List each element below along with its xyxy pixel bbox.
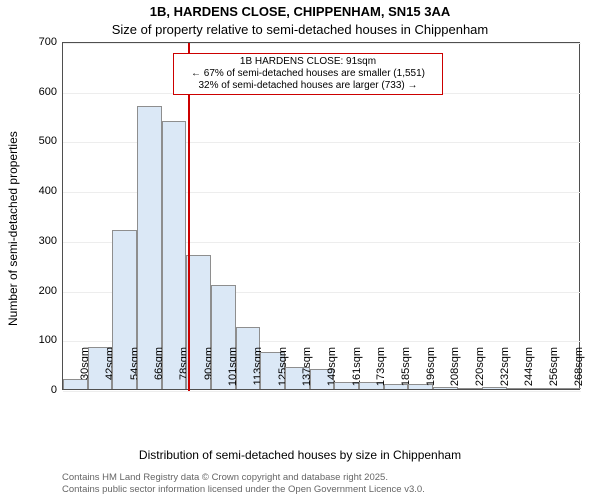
- y-axis-label: Number of semi-detached properties: [6, 131, 20, 326]
- y-tick-label: 500: [23, 135, 57, 147]
- chart-title: 1B, HARDENS CLOSE, CHIPPENHAM, SN15 3AA: [0, 4, 600, 19]
- x-tick-label: 185sqm: [400, 347, 412, 397]
- x-tick-label: 161sqm: [351, 347, 363, 397]
- annotation-line-3: 32% of semi-detached houses are larger (…: [176, 80, 440, 92]
- y-tick-label: 0: [23, 384, 57, 396]
- annotation-line-1: 1B HARDENS CLOSE: 91sqm: [176, 56, 440, 68]
- y-tick-label: 300: [23, 235, 57, 247]
- x-tick-label: 196sqm: [425, 347, 437, 397]
- y-tick-label: 100: [23, 334, 57, 346]
- x-tick-label: 149sqm: [326, 347, 338, 397]
- footer-attribution: Contains HM Land Registry data © Crown c…: [62, 472, 425, 496]
- x-tick-label: 244sqm: [523, 347, 535, 397]
- x-tick-label: 220sqm: [474, 347, 486, 397]
- y-tick-label: 400: [23, 185, 57, 197]
- x-axis-label: Distribution of semi-detached houses by …: [0, 448, 600, 462]
- y-tick-label: 200: [23, 285, 57, 297]
- y-tick-label: 700: [23, 36, 57, 48]
- chart-root: { "canvas": { "width": 600, "height": 50…: [0, 0, 600, 500]
- x-tick-label: 232sqm: [499, 347, 511, 397]
- x-tick-label: 173sqm: [375, 347, 387, 397]
- x-tick-label: 256sqm: [548, 347, 560, 397]
- chart-subtitle: Size of property relative to semi-detach…: [0, 22, 600, 37]
- x-tick-label: 268sqm: [573, 347, 585, 397]
- y-tick-label: 600: [23, 86, 57, 98]
- plot-area: 010020030040050060070030sqm42sqm54sqm66s…: [62, 42, 580, 390]
- annotation-line-2: ← 67% of semi-detached houses are smalle…: [176, 68, 440, 80]
- gridline: [63, 43, 581, 44]
- x-tick-label: 208sqm: [449, 347, 461, 397]
- property-marker-line: [188, 43, 190, 391]
- footer-line-1: Contains HM Land Registry data © Crown c…: [62, 472, 425, 484]
- annotation-box: 1B HARDENS CLOSE: 91sqm← 67% of semi-det…: [173, 53, 443, 95]
- footer-line-2: Contains public sector information licen…: [62, 484, 425, 496]
